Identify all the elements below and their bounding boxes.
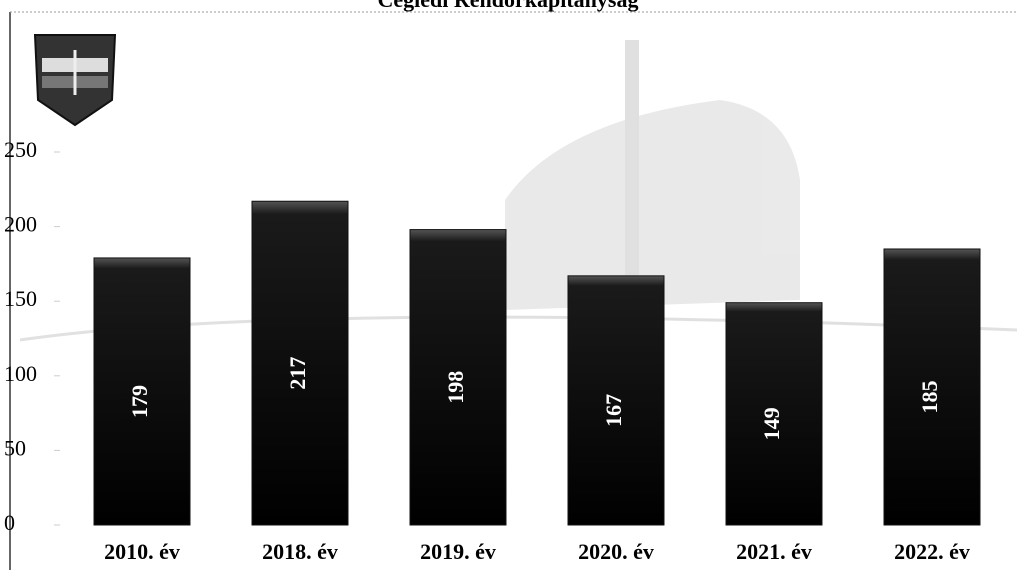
y-tick-label: 200 bbox=[4, 212, 37, 237]
value-label: 167 bbox=[601, 394, 626, 427]
y-tick-label: 50 bbox=[4, 435, 26, 460]
police-logo bbox=[33, 34, 117, 127]
x-tick-label: 2019. év bbox=[420, 539, 496, 564]
bar bbox=[251, 200, 349, 526]
y-tick-label: 250 bbox=[4, 137, 37, 162]
value-label: 217 bbox=[285, 357, 310, 390]
x-tick-label: 2020. év bbox=[578, 539, 654, 564]
x-tick-label: 2010. év bbox=[104, 539, 180, 564]
bar bbox=[567, 275, 665, 526]
chart-title: Ceglédi Rendőrkapitányság bbox=[378, 0, 639, 12]
y-tick-label: 0 bbox=[4, 510, 15, 535]
bar bbox=[409, 229, 507, 526]
value-label: 198 bbox=[443, 371, 468, 404]
background-photo bbox=[19, 40, 1017, 342]
x-tick-label: 2022. év bbox=[894, 539, 970, 564]
x-tick-label: 2018. év bbox=[262, 539, 338, 564]
bar bbox=[93, 257, 191, 526]
y-tick-label: 100 bbox=[4, 361, 37, 386]
value-label: 149 bbox=[759, 407, 784, 440]
value-label: 185 bbox=[917, 380, 942, 413]
y-tick-label: 150 bbox=[4, 286, 37, 311]
bar bbox=[725, 302, 823, 526]
value-label: 179 bbox=[127, 385, 152, 418]
bar bbox=[883, 248, 981, 526]
x-tick-label: 2021. év bbox=[736, 539, 812, 564]
